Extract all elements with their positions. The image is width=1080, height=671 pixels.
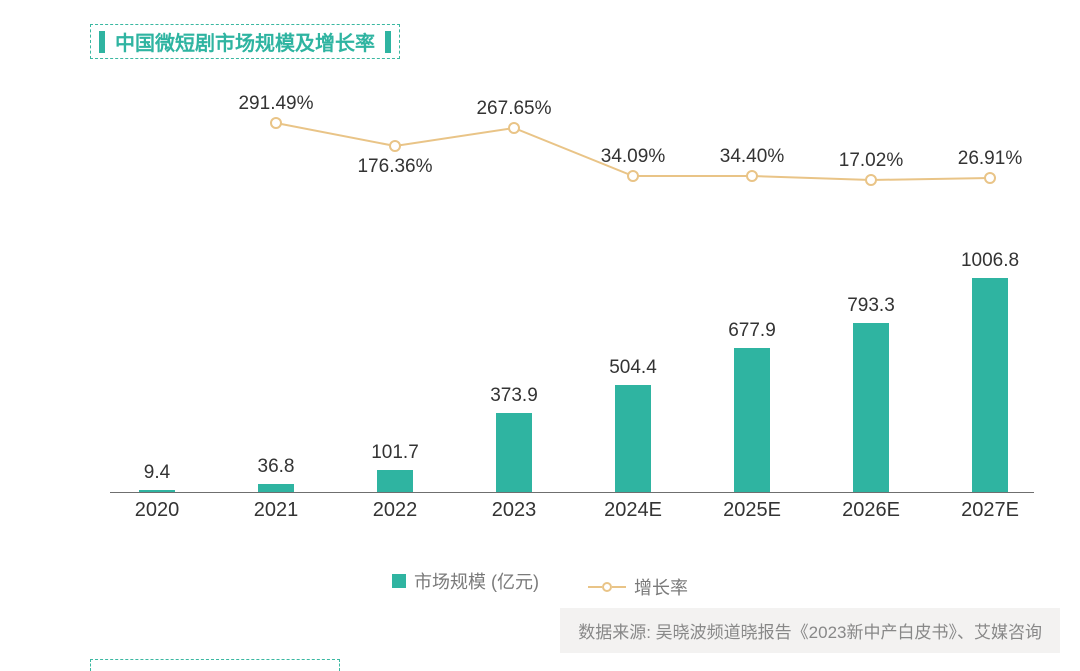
x-axis-line [110,492,1034,493]
growth-marker [390,141,400,151]
title-accent-bar [385,31,391,53]
chart-title-box: 中国微短剧市场规模及增长率 [90,24,400,59]
growth-marker [509,123,519,133]
source-prefix: 数据来源: [578,623,655,642]
legend-line-label: 增长率 [634,574,688,600]
data-source: 数据来源: 吴晓波频道晓报告《2023新中产白皮书》、艾媒咨询 [560,608,1060,653]
legend-item-line: 增长率 [588,574,688,600]
growth-marker [271,118,281,128]
growth-marker [628,171,638,181]
chart-title: 中国微短剧市场规模及增长率 [105,27,385,56]
growth-marker [747,171,757,181]
chart-plot-area: 9.4202036.82021101.72022373.92023504.420… [110,86,1034,516]
legend-bar-label: 市场规模 (亿元) [414,568,539,594]
legend-line-swatch [588,582,626,592]
decorative-dashed-box [90,659,340,671]
line-layer [110,86,1034,516]
legend-item-bar: 市场规模 (亿元) [392,568,539,594]
growth-marker [866,175,876,185]
legend-bar-swatch [392,574,406,588]
growth-marker [985,173,995,183]
legend: 市场规模 (亿元) 增长率 [0,568,1080,600]
source-text: 吴晓波频道晓报告《2023新中产白皮书》、艾媒咨询 [656,623,1042,642]
